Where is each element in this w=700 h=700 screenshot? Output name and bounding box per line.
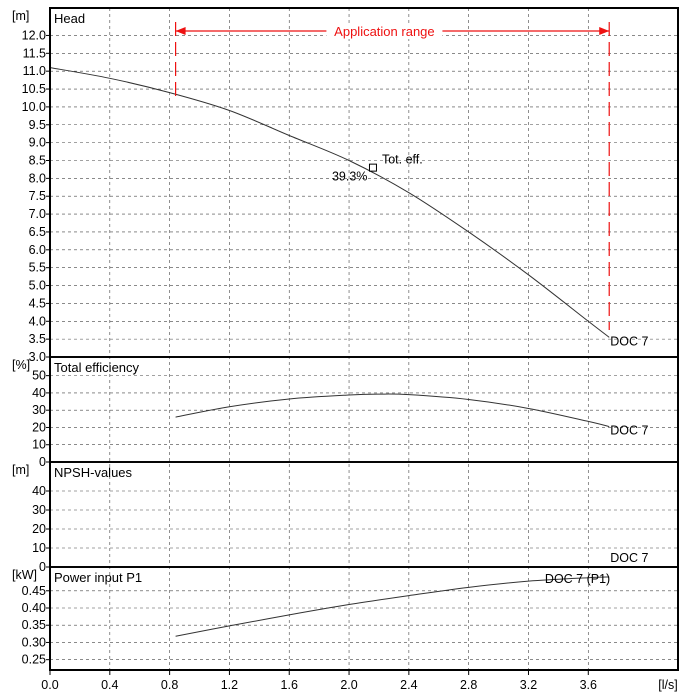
x-tick-label: 1.2 <box>221 678 238 692</box>
y-unit-label: [kW] <box>12 568 37 582</box>
y-tick-label: 11.5 <box>23 46 46 60</box>
x-tick-label: 3.6 <box>580 678 597 692</box>
panel-frame-npsh <box>49 461 679 568</box>
x-tick-label: 0.8 <box>161 678 178 692</box>
x-tick-label: 1.6 <box>281 678 298 692</box>
y-tick-label: 8.5 <box>29 153 46 167</box>
panel-frame-efficiency <box>49 356 679 463</box>
series-label: DOC 7 (P1) <box>545 572 610 586</box>
y-tick-label: 12.0 <box>22 28 46 42</box>
y-tick-label: 30 <box>32 503 46 517</box>
panel-title: NPSH-values <box>54 465 133 480</box>
y-tick-label: 10.0 <box>22 100 46 114</box>
application-range-label: Application range <box>334 24 434 39</box>
y-tick-label: 40 <box>32 484 46 498</box>
application-range-arrow-left <box>175 27 186 35</box>
series-line-power <box>175 576 610 637</box>
y-tick-label: 9.5 <box>29 118 46 132</box>
y-tick-label: 0.35 <box>22 618 46 632</box>
y-tick-label: 10 <box>32 541 46 555</box>
x-tick-label: 2.8 <box>460 678 477 692</box>
y-tick-label: 9.0 <box>29 136 46 150</box>
panel-title: Total efficiency <box>54 360 140 375</box>
series-line-efficiency <box>175 393 610 428</box>
x-axis-unit: [l/s] <box>658 678 677 692</box>
y-tick-label: 0.25 <box>22 653 46 667</box>
y-tick-label: 7.0 <box>29 207 46 221</box>
x-tick-label: 2.4 <box>400 678 417 692</box>
efficiency-marker <box>368 163 377 172</box>
y-unit-label: [%] <box>12 358 30 372</box>
y-tick-label: 30 <box>32 403 46 417</box>
y-tick-label: 10.5 <box>22 82 46 96</box>
y-tick-label: 0 <box>39 455 46 469</box>
y-tick-label: 5.0 <box>29 279 46 293</box>
y-tick-label: 4.0 <box>29 314 46 328</box>
y-tick-label: 40 <box>32 386 46 400</box>
y-tick-label: 50 <box>32 369 46 383</box>
x-tick-label: 2.0 <box>340 678 357 692</box>
y-tick-label: 20 <box>32 420 46 434</box>
series-line-head <box>49 67 610 338</box>
y-tick-label: 3.0 <box>29 350 46 364</box>
series-label: DOC 7 <box>610 334 648 348</box>
panel-title: Head <box>54 11 85 26</box>
x-tick-label: 0.0 <box>41 678 58 692</box>
y-tick-label: 5.5 <box>29 261 46 275</box>
y-tick-label: 4.5 <box>29 296 46 310</box>
y-tick-label: 6.5 <box>29 225 46 239</box>
series-label: DOC 7 <box>610 424 648 438</box>
y-tick-label: 0 <box>39 560 46 574</box>
y-tick-label: 8.0 <box>29 171 46 185</box>
efficiency-label: Tot. eff. <box>382 153 423 167</box>
application-range-label-bg <box>326 23 443 39</box>
y-tick-label: 7.5 <box>29 189 46 203</box>
y-tick-label: 0.30 <box>22 635 46 649</box>
series-label: DOC 7 <box>610 551 648 565</box>
y-tick-label: 3.5 <box>29 332 46 346</box>
y-tick-label: 10 <box>32 438 46 452</box>
x-tick-label: 0.4 <box>101 678 118 692</box>
y-tick-label: 11.0 <box>23 64 46 78</box>
y-tick-label: 0.40 <box>22 601 46 615</box>
x-tick-label: 3.2 <box>520 678 537 692</box>
application-range-arrow-right <box>599 27 610 35</box>
efficiency-value: 39.3% <box>332 170 367 184</box>
chart-frame <box>49 7 679 671</box>
y-tick-label: 6.0 <box>29 243 46 257</box>
y-tick-label: 20 <box>32 522 46 536</box>
y-tick-label: 0.45 <box>22 584 46 598</box>
y-unit-label: [m] <box>12 463 29 477</box>
panel-title: Power input P1 <box>54 570 142 585</box>
y-unit-label: [m] <box>12 9 29 23</box>
